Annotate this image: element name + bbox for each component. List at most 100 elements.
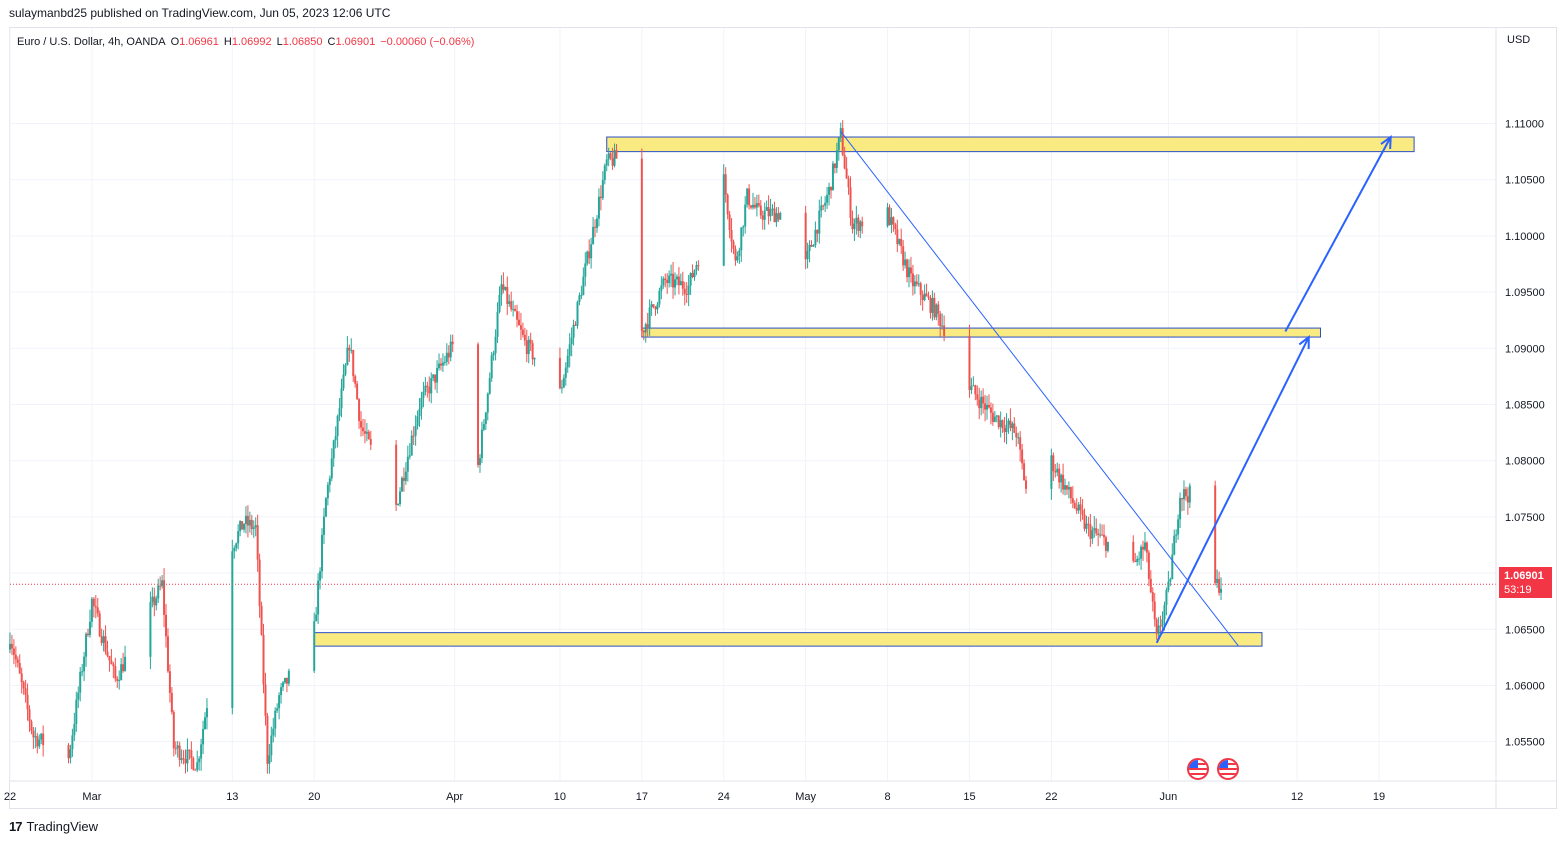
candle-body xyxy=(449,341,452,358)
candle-body xyxy=(282,682,285,688)
us-flag-icon[interactable] xyxy=(1217,758,1239,780)
candle-body xyxy=(654,306,657,310)
candles xyxy=(9,120,1223,774)
candle-body xyxy=(496,311,499,337)
candle-body xyxy=(264,684,267,716)
candle-body xyxy=(529,339,532,344)
candle-body xyxy=(395,444,398,505)
sr-zone xyxy=(606,136,1415,153)
candle-body xyxy=(71,735,74,750)
tradingview-logo[interactable]: 17 TradingView xyxy=(9,819,98,834)
candle-body xyxy=(266,715,269,764)
candle-body xyxy=(256,525,259,560)
currency-label[interactable]: USD xyxy=(1507,34,1531,46)
candle-body xyxy=(1067,487,1070,490)
last-price-value: 1.06901 xyxy=(1504,570,1544,582)
candle-body xyxy=(151,596,154,603)
candle-body xyxy=(722,174,725,266)
y-tick-label: 1.10000 xyxy=(1505,231,1545,243)
candle-body xyxy=(839,128,842,138)
candle-body xyxy=(1079,504,1082,511)
candle-body xyxy=(1093,528,1096,531)
y-tick-label: 1.07500 xyxy=(1505,512,1545,524)
low-value: 1.06850 xyxy=(282,36,323,48)
candle-body xyxy=(338,408,341,416)
candle-body xyxy=(408,455,411,457)
candle-body xyxy=(664,278,667,281)
candle-body xyxy=(38,739,41,747)
candle-body xyxy=(999,420,1002,428)
y-tick-label: 1.10500 xyxy=(1505,175,1545,187)
candle-body xyxy=(81,671,84,673)
candle-body xyxy=(75,699,78,724)
candle-body xyxy=(274,710,277,729)
candle-body xyxy=(519,325,522,330)
candle-body xyxy=(1218,578,1221,593)
candle-body xyxy=(424,385,427,392)
candle-body xyxy=(243,524,246,530)
candle-body xyxy=(1095,528,1098,534)
candle-body xyxy=(1062,474,1065,490)
candle-body xyxy=(586,251,589,264)
symbol-title[interactable]: Euro / U.S. Dollar, 4h, OANDA xyxy=(17,36,166,48)
candle-body xyxy=(1163,605,1166,620)
candle-body xyxy=(283,677,286,683)
candle-body xyxy=(652,304,655,307)
candle-body xyxy=(806,251,809,260)
x-tick-label: 12 xyxy=(1291,791,1303,803)
close-value: 1.06901 xyxy=(335,36,376,48)
candle-body xyxy=(340,388,343,409)
candle-body xyxy=(1007,420,1010,425)
candle-body xyxy=(1175,534,1178,536)
candle-body xyxy=(765,207,768,211)
candle-body xyxy=(726,194,729,215)
candle-body xyxy=(757,203,760,206)
candle-body xyxy=(691,273,694,278)
candle-body xyxy=(913,281,916,287)
candle-body xyxy=(939,313,942,327)
candle-body xyxy=(436,367,439,383)
candle-body xyxy=(1056,468,1059,473)
candle-body xyxy=(986,404,989,410)
candle-body xyxy=(828,186,831,195)
candle-body xyxy=(402,477,405,481)
candle-body xyxy=(1161,619,1164,627)
candle-body xyxy=(855,217,858,224)
candle-body xyxy=(1181,497,1184,500)
candle-body xyxy=(170,693,173,713)
candle-body xyxy=(26,694,29,710)
candle-body xyxy=(246,515,249,526)
candle-body xyxy=(1069,487,1072,499)
candle-body xyxy=(192,758,195,770)
x-tick-label: Apr xyxy=(446,791,463,803)
candle-body xyxy=(204,717,207,730)
candle-body xyxy=(432,374,435,379)
y-tick-label: 1.06500 xyxy=(1505,624,1545,636)
candle-body xyxy=(687,285,690,295)
candle-body xyxy=(319,571,322,581)
x-tick-label: 15 xyxy=(963,791,975,803)
us-flag-icon[interactable] xyxy=(1187,758,1209,780)
candle-body xyxy=(732,241,735,249)
candle-body xyxy=(198,758,201,763)
candle-body xyxy=(683,288,686,294)
candle-body xyxy=(360,421,363,428)
candle-body xyxy=(904,259,907,266)
candle-body xyxy=(584,263,587,277)
candle-body xyxy=(168,671,171,694)
candle-body xyxy=(753,204,756,208)
candle-body xyxy=(480,429,483,459)
candle-body xyxy=(820,205,823,211)
candle-body xyxy=(847,178,850,188)
candle-body xyxy=(835,150,838,168)
y-tick-label: 1.08000 xyxy=(1505,456,1545,468)
candle-body xyxy=(833,163,836,168)
candle-body xyxy=(574,324,577,326)
candle-body xyxy=(443,361,446,363)
candle-body xyxy=(818,210,821,234)
candle-body xyxy=(1001,420,1004,429)
candle-body xyxy=(804,212,807,260)
candle-body xyxy=(1015,432,1018,438)
candle-body xyxy=(178,745,181,761)
